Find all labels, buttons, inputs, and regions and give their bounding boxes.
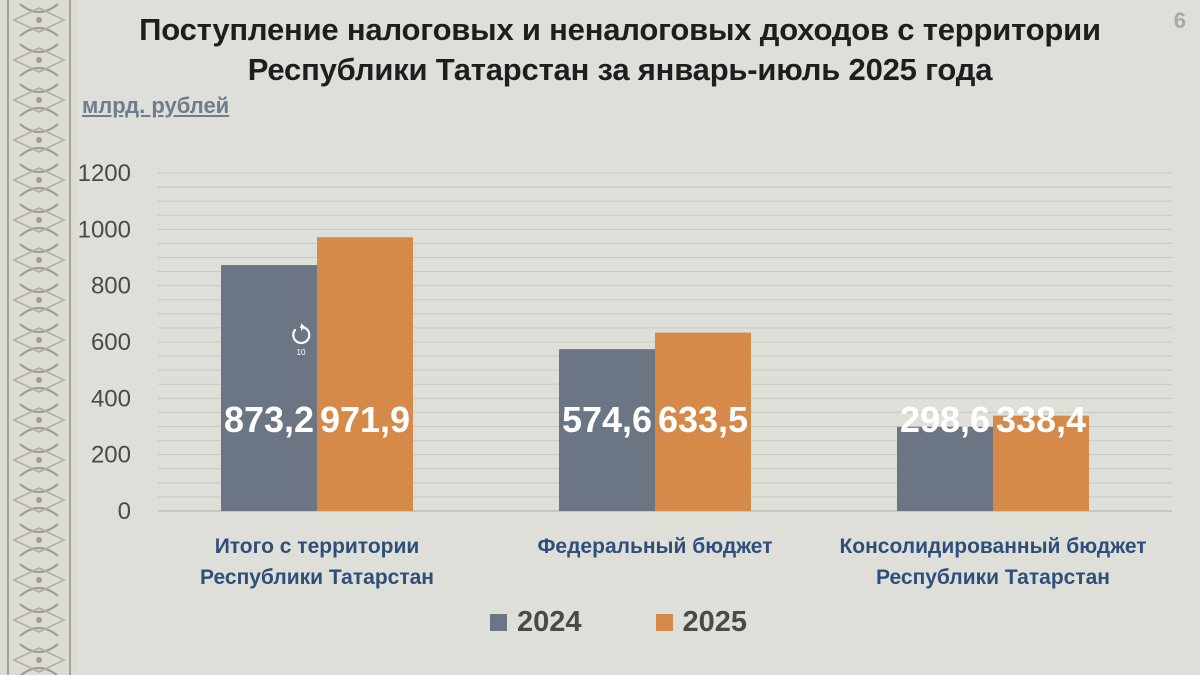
- replay-icon: [292, 323, 311, 345]
- data-label-2025: 633,5: [658, 399, 748, 440]
- ornament-motif: [12, 43, 66, 77]
- ornament-motif: [12, 483, 66, 517]
- bar-2025: [993, 415, 1089, 511]
- legend-item-2024[interactable]: 2024: [490, 606, 582, 639]
- category-label: Республики Татарстан: [876, 566, 1110, 589]
- bar-2025: [655, 332, 751, 511]
- bar-2024: [559, 349, 655, 511]
- ornament-motif: [12, 243, 66, 277]
- legend-label-2025: 2025: [682, 605, 748, 638]
- legend-item-2025[interactable]: 2025: [655, 605, 748, 639]
- category-label: Итого с территории: [215, 535, 420, 558]
- data-label-2024: 873,2: [224, 399, 314, 440]
- y-tick-label: 200: [91, 442, 131, 469]
- ornament-motif: [12, 443, 66, 477]
- data-label-2025: 338,4: [996, 399, 1086, 440]
- ornament-motif: [12, 123, 66, 157]
- category-label: Консолидированный бюджет: [839, 535, 1146, 558]
- y-tick-label: 800: [91, 273, 131, 300]
- ornament-motif: [12, 3, 66, 37]
- category-label: Республики Татарстан: [200, 566, 434, 589]
- legend: 2024 2025: [490, 604, 747, 640]
- category-label: Федеральный бюджет: [538, 535, 773, 558]
- legend-label-2024: 2024: [517, 605, 582, 638]
- ornament-motif: [12, 563, 66, 597]
- ornament-motif: [12, 523, 66, 557]
- y-tick-label: 600: [91, 329, 131, 356]
- y-tick-label: 1200: [78, 160, 131, 187]
- ornament-motif: [12, 163, 66, 197]
- ornament-motif: [12, 323, 66, 357]
- decorative-border-ornament: [0, 0, 78, 675]
- ornament-motif: [12, 363, 66, 397]
- legend-swatch-2025: [655, 613, 673, 631]
- y-tick-label: 400: [91, 385, 131, 412]
- replay-button[interactable]: 10: [288, 322, 314, 368]
- ornament-motif: [12, 403, 66, 437]
- y-tick-label: 0: [118, 498, 131, 525]
- replay-seconds-label: 10: [296, 348, 306, 357]
- ornament-motif: [12, 283, 66, 317]
- bar-2025: [317, 237, 413, 511]
- data-label-2024: 298,6: [900, 399, 990, 440]
- y-tick-label: 1000: [78, 216, 131, 243]
- ornament-motif: [12, 643, 66, 675]
- title-line-2: Республики Татарстан за январь-июль 2025…: [247, 52, 993, 87]
- ornament-motif: [12, 83, 66, 117]
- page-number: 6: [1173, 8, 1186, 33]
- title-line-1: Поступление налоговых и неналоговых дохо…: [139, 12, 1101, 47]
- bar-2024: [221, 265, 317, 511]
- legend-swatch-2024: [490, 613, 507, 631]
- slide-title: Поступление налоговых и неналоговых дохо…: [80, 10, 1160, 90]
- data-label-2024: 574,6: [562, 399, 652, 440]
- ornament-motif: [12, 603, 66, 637]
- ornament-motif: [12, 203, 66, 237]
- unit-label: млрд. рублей: [82, 93, 230, 118]
- bar-2024: [897, 426, 993, 511]
- data-label-2025: 971,9: [320, 399, 410, 440]
